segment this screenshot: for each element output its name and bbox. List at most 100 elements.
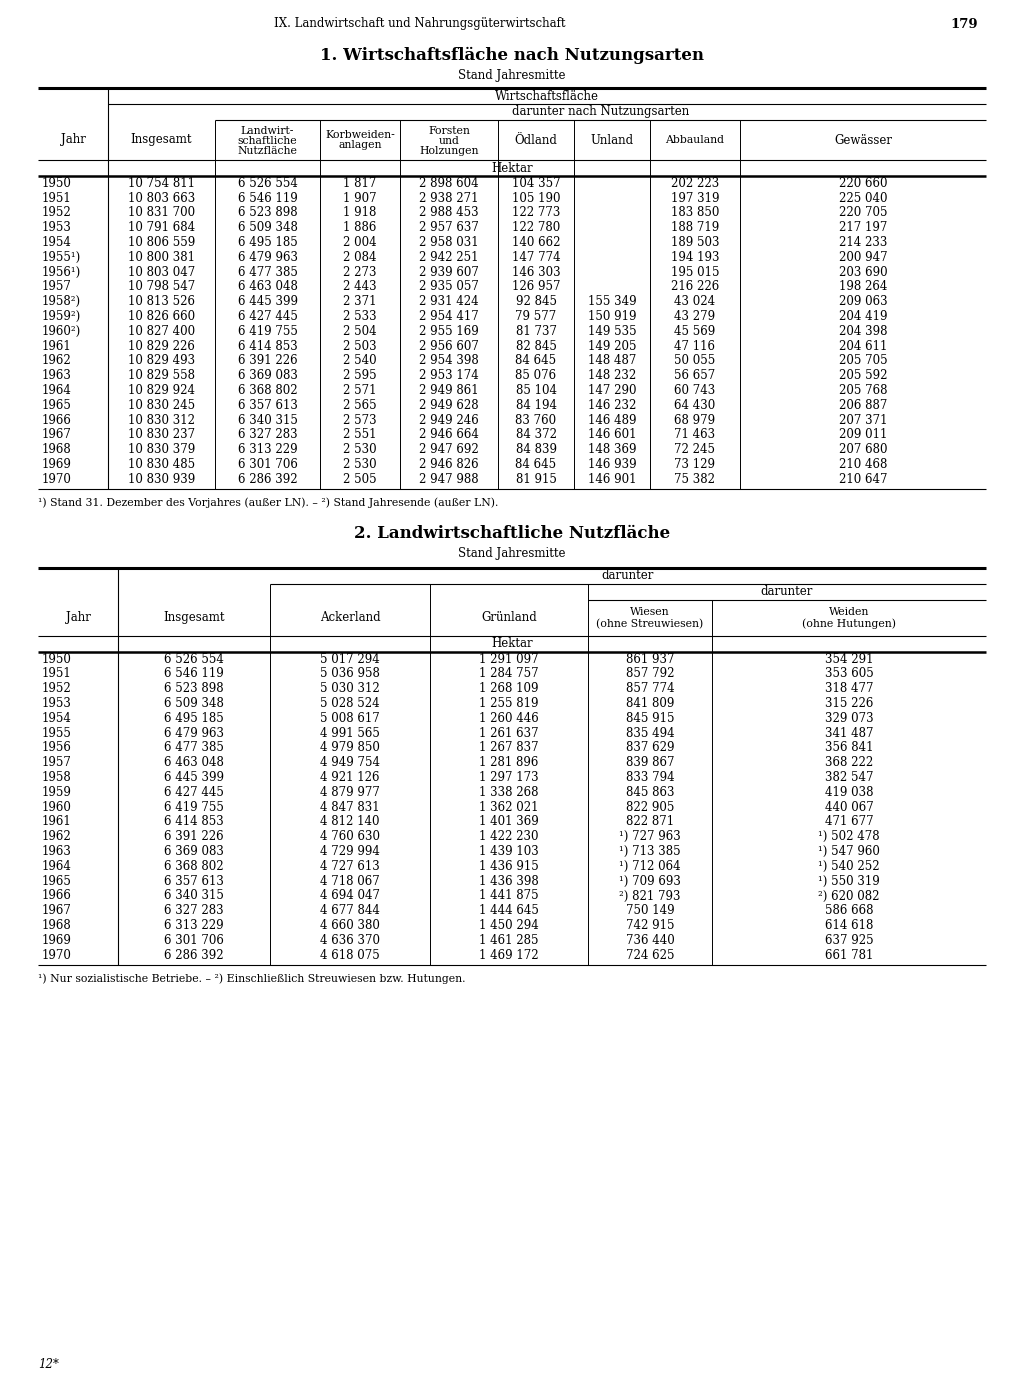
- Text: 2 573: 2 573: [343, 414, 377, 426]
- Text: 6 495 185: 6 495 185: [238, 237, 297, 249]
- Text: 1 268 109: 1 268 109: [479, 682, 539, 695]
- Text: 2 946 826: 2 946 826: [419, 458, 479, 471]
- Text: 1952: 1952: [42, 682, 72, 695]
- Text: 122 773: 122 773: [512, 206, 560, 220]
- Text: 822 905: 822 905: [626, 801, 674, 814]
- Text: 6 414 853: 6 414 853: [238, 339, 297, 353]
- Text: 2 939 607: 2 939 607: [419, 266, 479, 278]
- Text: 1. Wirtschaftsfläche nach Nutzungsarten: 1. Wirtschaftsfläche nach Nutzungsarten: [319, 47, 705, 64]
- Text: 6 523 898: 6 523 898: [238, 206, 297, 220]
- Text: 857 792: 857 792: [626, 667, 674, 681]
- Text: 2 504: 2 504: [343, 325, 377, 338]
- Text: ²) 821 793: ²) 821 793: [620, 890, 681, 902]
- Text: 318 477: 318 477: [824, 682, 873, 695]
- Text: 194 193: 194 193: [671, 251, 719, 264]
- Text: 72 245: 72 245: [675, 443, 716, 457]
- Text: 71 463: 71 463: [675, 429, 716, 441]
- Text: 1 284 757: 1 284 757: [479, 667, 539, 681]
- Text: 148 487: 148 487: [588, 354, 636, 368]
- Text: Forsten: Forsten: [428, 126, 470, 136]
- Text: 2 947 692: 2 947 692: [419, 443, 479, 457]
- Text: 1967: 1967: [42, 904, 72, 918]
- Text: 833 794: 833 794: [626, 771, 675, 785]
- Text: 1966: 1966: [42, 890, 72, 902]
- Text: 1958: 1958: [42, 771, 72, 785]
- Text: 198 264: 198 264: [839, 281, 887, 293]
- Text: Weiden: Weiden: [828, 606, 869, 617]
- Text: 126 957: 126 957: [512, 281, 560, 293]
- Text: 10 806 559: 10 806 559: [128, 237, 196, 249]
- Text: ¹) Nur sozialistische Betriebe. – ²) Einschließlich Streuwiesen bzw. Hutungen.: ¹) Nur sozialistische Betriebe. – ²) Ein…: [38, 973, 466, 984]
- Text: 1952: 1952: [42, 206, 72, 220]
- Text: 6 391 226: 6 391 226: [238, 354, 297, 368]
- Text: 210 468: 210 468: [839, 458, 887, 471]
- Text: 6 327 283: 6 327 283: [164, 904, 224, 918]
- Text: 1953: 1953: [42, 221, 72, 234]
- Text: 105 190: 105 190: [512, 192, 560, 205]
- Text: 2 571: 2 571: [343, 385, 377, 397]
- Text: Ackerland: Ackerland: [319, 612, 380, 624]
- Text: 2 084: 2 084: [343, 251, 377, 264]
- Text: 85 104: 85 104: [515, 385, 556, 397]
- Text: 1960: 1960: [42, 801, 72, 814]
- Text: 85 076: 85 076: [515, 370, 557, 382]
- Text: 2 530: 2 530: [343, 443, 377, 457]
- Text: Gewässer: Gewässer: [834, 133, 892, 147]
- Text: 4 677 844: 4 677 844: [321, 904, 380, 918]
- Text: 4 921 126: 4 921 126: [321, 771, 380, 785]
- Text: 188 719: 188 719: [671, 221, 719, 234]
- Text: 1957: 1957: [42, 756, 72, 770]
- Text: 209 011: 209 011: [839, 429, 887, 441]
- Text: 5 028 524: 5 028 524: [321, 698, 380, 710]
- Text: 84 372: 84 372: [515, 429, 556, 441]
- Text: 6 477 385: 6 477 385: [238, 266, 297, 278]
- Text: 6 546 119: 6 546 119: [238, 192, 297, 205]
- Text: 84 645: 84 645: [515, 458, 557, 471]
- Text: 1964: 1964: [42, 385, 72, 397]
- Text: 1 338 268: 1 338 268: [479, 786, 539, 799]
- Text: darunter: darunter: [602, 569, 654, 583]
- Text: Nutzfläche: Nutzfläche: [238, 145, 297, 156]
- Text: 83 760: 83 760: [515, 414, 557, 426]
- Text: ¹) 502 478: ¹) 502 478: [818, 830, 880, 843]
- Text: 586 668: 586 668: [824, 904, 873, 918]
- Text: 4 812 140: 4 812 140: [321, 815, 380, 829]
- Text: 857 774: 857 774: [626, 682, 675, 695]
- Text: 341 487: 341 487: [824, 727, 873, 739]
- Text: Insgesamt: Insgesamt: [163, 612, 224, 624]
- Text: 1959²): 1959²): [42, 310, 81, 322]
- Text: 2 957 637: 2 957 637: [419, 221, 479, 234]
- Text: 122 780: 122 780: [512, 221, 560, 234]
- Text: 204 611: 204 611: [839, 339, 887, 353]
- Text: 205 592: 205 592: [839, 370, 887, 382]
- Text: 1957: 1957: [42, 281, 72, 293]
- Text: 6 495 185: 6 495 185: [164, 711, 224, 725]
- Text: 2 946 664: 2 946 664: [419, 429, 479, 441]
- Text: 1 441 875: 1 441 875: [479, 890, 539, 902]
- Text: 220 660: 220 660: [839, 177, 887, 190]
- Text: 1 297 173: 1 297 173: [479, 771, 539, 785]
- Text: 2 533: 2 533: [343, 310, 377, 322]
- Text: 6 427 445: 6 427 445: [238, 310, 297, 322]
- Text: 206 887: 206 887: [839, 399, 887, 412]
- Text: 2 956 607: 2 956 607: [419, 339, 479, 353]
- Text: ¹) Stand 31. Dezember des Vorjahres (außer LN). – ²) Stand Jahresende (außer LN): ¹) Stand 31. Dezember des Vorjahres (auß…: [38, 497, 499, 508]
- Text: Korbweiden-: Korbweiden-: [326, 130, 395, 140]
- Text: 1955¹): 1955¹): [42, 251, 81, 264]
- Text: 146 303: 146 303: [512, 266, 560, 278]
- Text: 195 015: 195 015: [671, 266, 719, 278]
- Text: 6 340 315: 6 340 315: [238, 414, 297, 426]
- Text: ¹) 709 693: ¹) 709 693: [620, 875, 681, 887]
- Text: 205 768: 205 768: [839, 385, 887, 397]
- Text: 183 850: 183 850: [671, 206, 719, 220]
- Text: 146 232: 146 232: [588, 399, 636, 412]
- Text: 2 938 271: 2 938 271: [419, 192, 479, 205]
- Text: 2 371: 2 371: [343, 295, 377, 309]
- Text: 841 809: 841 809: [626, 698, 674, 710]
- Text: 1 422 230: 1 422 230: [479, 830, 539, 843]
- Text: 1967: 1967: [42, 429, 72, 441]
- Text: 6 286 392: 6 286 392: [164, 948, 224, 962]
- Text: 2 949 861: 2 949 861: [419, 385, 479, 397]
- Text: 1 461 285: 1 461 285: [479, 934, 539, 947]
- Text: (ohne Streuwiesen): (ohne Streuwiesen): [596, 619, 703, 628]
